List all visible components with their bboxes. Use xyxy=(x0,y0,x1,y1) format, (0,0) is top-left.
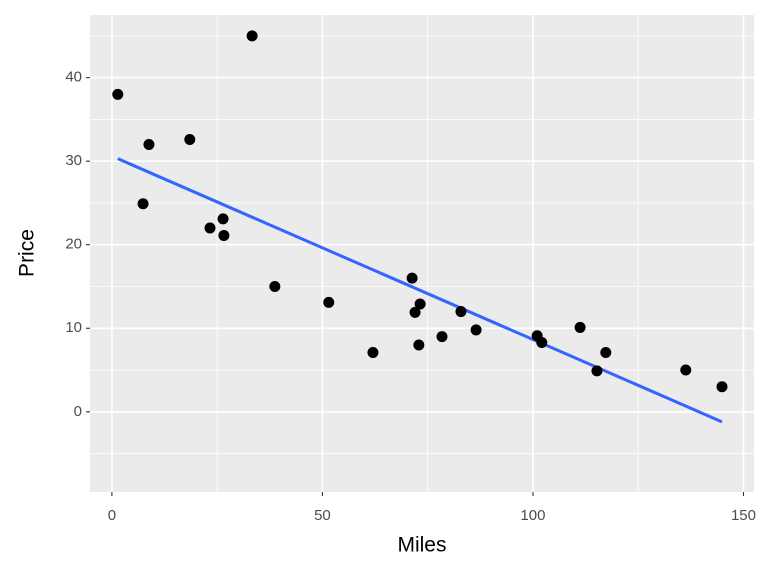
point xyxy=(413,339,425,351)
point xyxy=(269,280,281,292)
point xyxy=(455,306,467,318)
y-tick-label: 0 xyxy=(74,403,82,420)
point xyxy=(218,230,230,242)
x-tick-label: 0 xyxy=(108,507,116,524)
y-tick-label: 40 xyxy=(65,69,82,86)
x-tick-label: 100 xyxy=(520,507,545,524)
point xyxy=(143,138,155,150)
point xyxy=(716,381,728,393)
regression-line xyxy=(117,157,723,424)
point xyxy=(323,296,335,308)
point xyxy=(680,364,692,376)
point xyxy=(436,331,448,343)
x-axis-title: Miles xyxy=(397,534,446,557)
point xyxy=(414,298,426,310)
panel xyxy=(90,15,754,492)
y-axis-title: Price xyxy=(16,229,39,277)
point xyxy=(470,324,482,336)
point xyxy=(600,346,612,358)
y-tick-label: 10 xyxy=(65,319,82,336)
point xyxy=(217,213,229,225)
point xyxy=(204,222,216,234)
point xyxy=(574,321,586,333)
point xyxy=(137,198,149,210)
point xyxy=(591,365,603,377)
y-tick-label: 30 xyxy=(65,152,82,169)
point xyxy=(112,88,124,100)
point xyxy=(246,30,258,42)
x-tick-label: 150 xyxy=(731,507,756,524)
point xyxy=(184,133,196,145)
point xyxy=(406,272,418,284)
x-tick-label: 50 xyxy=(314,507,331,524)
y-tick-label: 20 xyxy=(65,236,82,253)
grid xyxy=(90,15,754,492)
point xyxy=(409,306,421,318)
point xyxy=(367,346,379,358)
point xyxy=(536,336,548,348)
